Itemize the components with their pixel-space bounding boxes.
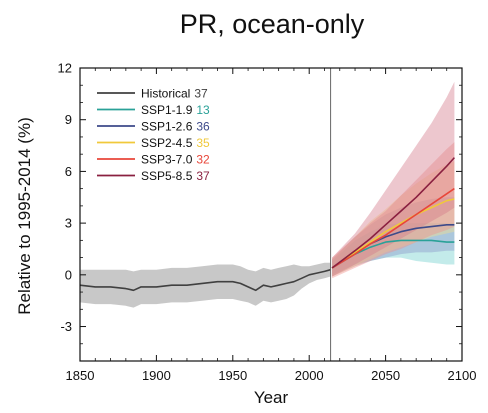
x-tick-label: 2000 (295, 368, 324, 383)
y-tick-label: -3 (60, 319, 72, 334)
line-ssp5-8-5 (331, 157, 455, 269)
legend-count-ssp1-1-9: 13 (196, 103, 210, 117)
x-tick-label: 1950 (218, 368, 247, 383)
band-historical (80, 262, 331, 308)
legend-label-ssp1-1-9: SSP1-1.9 (141, 103, 193, 117)
legend-label-ssp1-2-6: SSP1-2.6 (141, 120, 193, 134)
uncertainty-bands (80, 81, 455, 308)
x-tick-label: 2100 (448, 368, 477, 383)
y-tick-label: 9 (65, 112, 72, 127)
line-ssp3-7-0 (331, 187, 455, 269)
chart-title: PR, ocean-only (180, 9, 365, 39)
legend-label-ssp3-7-0: SSP3-7.0 (141, 153, 193, 167)
band-ssp1-2-6 (332, 197, 455, 277)
legend-count-ssp3-7-0: 32 (196, 153, 210, 167)
legend-label-ssp5-8-5: SSP5-8.5 (141, 169, 193, 183)
series-lines (79, 157, 455, 292)
plot-frame (79, 67, 463, 362)
y-axis-label: Relative to 1995-2014 (%) (15, 117, 34, 315)
line-historical (79, 268, 331, 292)
y-tick-label: 6 (65, 164, 72, 179)
band-ssp1-1-9 (332, 223, 455, 275)
legend-count-ssp5-8-5: 37 (196, 169, 210, 183)
legend-count-historical: 37 (194, 87, 208, 101)
legend-count-ssp2-4-5: 35 (196, 136, 210, 150)
line-ssp1-1-9 (331, 239, 455, 269)
x-tick-label: 1850 (66, 368, 95, 383)
legend-label-historical: Historical (141, 87, 190, 101)
x-axis-label: Year (254, 388, 289, 407)
legend-label-ssp2-4-5: SSP2-4.5 (141, 136, 193, 150)
band-ssp5-8-5 (332, 81, 455, 277)
y-tick-label: 0 (65, 267, 72, 282)
x-tick-label: 2050 (371, 368, 400, 383)
x-tick-label: 1900 (142, 368, 171, 383)
line-ssp2-4-5 (331, 198, 455, 269)
legend-count-ssp1-2-6: 36 (196, 120, 210, 134)
y-tick-label: 12 (58, 61, 72, 76)
y-tick-label: 3 (65, 216, 72, 231)
